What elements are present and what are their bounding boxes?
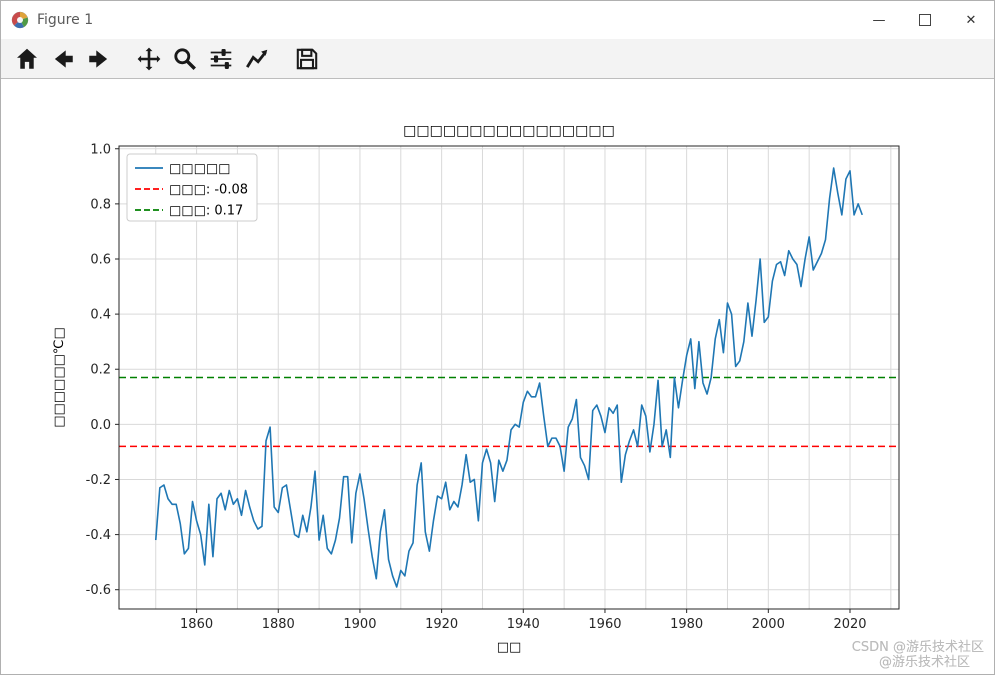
- floppy-save-icon: [296, 48, 318, 69]
- y-tick-label: 0.8: [90, 197, 111, 212]
- back-button[interactable]: [45, 42, 81, 76]
- y-tick-label: 0.0: [90, 418, 111, 433]
- legend-secondary-label: □□□: 0.17: [169, 204, 243, 219]
- x-tick-label: 1880: [262, 617, 295, 632]
- csdn-watermark: CSDN @游乐技术社区: [851, 640, 984, 655]
- y-axis-label: □□□□□□℃□: [52, 327, 67, 428]
- chart-title: □□□□□□□□□□□□□□□□: [403, 123, 615, 139]
- legend-series-label: □□□□□: [169, 162, 230, 177]
- y-tick-label: -0.6: [86, 583, 111, 598]
- home-icon: [17, 48, 37, 69]
- figure-canvas[interactable]: 1860 1880 1900 1920 1940 1960 1980 2000 2020 -0.6…: [1, 79, 995, 675]
- legend: □□□□□ □□□: -0.08 □□□: 0.17: [126, 153, 258, 222]
- y-tick-label: -0.4: [86, 528, 111, 543]
- magnifier-icon: [174, 47, 196, 70]
- toolbar-separator: [117, 58, 131, 59]
- zoom-button[interactable]: [167, 42, 203, 76]
- pan-button[interactable]: [131, 42, 167, 76]
- matplotlib-logo-icon: [11, 11, 29, 29]
- back-arrow-icon: [54, 49, 73, 68]
- y-tick-label: 1.0: [90, 142, 111, 157]
- close-button[interactable]: ✕: [965, 12, 977, 28]
- y-tick-label: 0.4: [90, 308, 111, 323]
- configure-subplots-button[interactable]: [203, 42, 239, 76]
- x-tick-label: 1900: [343, 617, 376, 632]
- toolbar-separator: [275, 58, 289, 59]
- home-button[interactable]: [9, 42, 45, 76]
- axes-frame: [118, 145, 900, 610]
- legend-box: [126, 153, 258, 222]
- forward-arrow-icon: [89, 49, 108, 68]
- x-tick-label: 1940: [507, 617, 540, 632]
- edit-axis-button[interactable]: [239, 42, 275, 76]
- x-axis-label: □□: [497, 640, 522, 655]
- maximize-icon: [919, 14, 931, 26]
- titlebar: Figure 1 — ✕: [1, 1, 994, 39]
- x-tick-label: 2020: [833, 617, 866, 632]
- sliders-icon: [210, 48, 232, 69]
- y-tick-label: -0.2: [86, 473, 111, 488]
- window-title: Figure 1: [37, 12, 94, 28]
- save-button[interactable]: [289, 42, 325, 76]
- figure-canvas-area: 1860 1880 1900 1920 1940 1960 1980 2000 2020 -0.6…: [1, 79, 995, 675]
- y-tick-label: 0.6: [90, 252, 111, 267]
- x-tick-label: 1960: [588, 617, 621, 632]
- maximize-button[interactable]: [902, 1, 948, 39]
- x-tick-label: 1980: [670, 617, 703, 632]
- y-tick-label: 0.2: [90, 363, 111, 378]
- minimize-button[interactable]: —: [872, 12, 886, 28]
- legend-mean-label: □□□: -0.08: [169, 183, 248, 198]
- x-tick-label: 2000: [752, 617, 785, 632]
- temperature-anomaly-line: [154, 167, 864, 588]
- csdn-watermark-2: @游乐技术社区: [878, 655, 970, 670]
- navigation-toolbar: [1, 39, 994, 79]
- pan-move-icon: [137, 47, 161, 70]
- x-tick-label: 1860: [180, 617, 213, 632]
- line-chart-icon: [246, 49, 268, 68]
- forward-button[interactable]: [81, 42, 117, 76]
- x-tick-label: 1920: [425, 617, 458, 632]
